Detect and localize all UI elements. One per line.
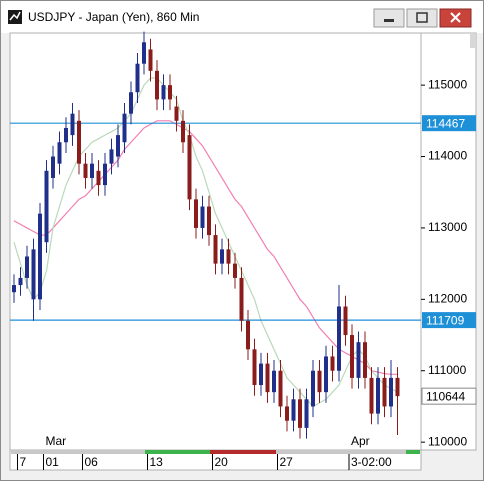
candle-body: [369, 377, 374, 414]
session-bar: [276, 450, 406, 454]
candle-body: [304, 399, 309, 428]
y-tick-label: 111000: [428, 363, 467, 377]
app-icon-glyph: [9, 11, 21, 21]
x-tick-label: 7: [20, 455, 27, 469]
candle-body: [343, 306, 348, 336]
candle-body: [103, 163, 107, 186]
session-bar: [11, 450, 145, 454]
candle-body: [129, 92, 133, 114]
candle-body: [220, 249, 224, 264]
candle-body: [96, 170, 101, 186]
candle-body: [44, 170, 49, 243]
candle-body: [109, 149, 114, 164]
candle-body: [57, 142, 62, 164]
candle-body: [259, 363, 263, 386]
minimize-button[interactable]: [373, 8, 405, 28]
candle-body: [51, 156, 55, 178]
x-tick-label: 27: [280, 455, 294, 469]
x-tick-label: 3-02:00: [351, 455, 392, 469]
candle-body: [278, 370, 283, 407]
candle-body: [31, 249, 36, 300]
candle-body: [142, 42, 146, 64]
last-price-label: 110644: [426, 389, 465, 403]
candle-body: [337, 306, 341, 371]
candle-body: [311, 370, 315, 407]
price-label: 114467: [426, 116, 465, 130]
candle-body: [64, 127, 68, 143]
month-label: Apr: [351, 434, 370, 448]
candle-body: [291, 399, 296, 421]
x-tick-label: 01: [46, 455, 60, 469]
candle-body: [161, 85, 166, 100]
candle-body: [77, 120, 81, 164]
y-tick-label: 113000: [428, 220, 467, 234]
candle-body: [395, 377, 400, 397]
maximize-button[interactable]: [406, 8, 438, 28]
y-tick-label: 112000: [428, 292, 467, 306]
last-price-box: [421, 387, 477, 405]
x-tick-label: 13: [150, 455, 164, 469]
candle-body: [25, 256, 29, 278]
candle-body: [213, 235, 218, 264]
candle-body: [116, 135, 120, 157]
candle-body: [194, 199, 198, 228]
candle-body: [239, 277, 244, 321]
price-label: 111709: [426, 313, 465, 327]
candle-body: [181, 120, 185, 143]
candle-body: [356, 342, 361, 378]
x-tick-label: 06: [85, 455, 99, 469]
price-label-box: [422, 115, 476, 132]
candle-body: [363, 342, 367, 378]
price-label-box: [422, 312, 476, 329]
candle-body: [135, 63, 140, 93]
candle-body: [376, 377, 380, 414]
candle-body: [70, 113, 75, 136]
candle-body: [207, 206, 211, 236]
candle-body: [298, 399, 302, 428]
price-axis: [420, 32, 477, 451]
candle-body: [168, 85, 172, 100]
candle-body: [174, 106, 179, 121]
session-bar: [210, 450, 276, 454]
x-tick-label: 20: [215, 455, 229, 469]
candle-body: [187, 135, 192, 200]
candle-body: [148, 49, 153, 71]
candle-body: [226, 249, 231, 264]
month-label: Mar: [46, 434, 67, 448]
candle-body: [18, 277, 23, 286]
candle-body: [330, 356, 335, 371]
session-bar: [406, 450, 420, 454]
window-title: USDJPY - Japan (Yen), 860 Min: [28, 10, 199, 24]
candle-body: [90, 163, 94, 178]
candle-body: [122, 113, 127, 143]
session-bar: [145, 450, 210, 454]
candle-body: [272, 370, 276, 393]
y-tick-label: 115000: [428, 77, 467, 91]
candle-body: [246, 320, 250, 350]
candle-body: [155, 70, 159, 100]
y-tick-label: 114000: [428, 149, 467, 163]
candle-body: [200, 206, 205, 228]
candle-body: [83, 163, 88, 178]
candle-body: [285, 406, 289, 421]
candle-body: [252, 349, 257, 386]
candle-body: [389, 377, 393, 407]
scroll-up[interactable]: [470, 34, 476, 48]
candle-body: [233, 263, 237, 278]
candle-body: [324, 356, 328, 393]
candle-body: [350, 335, 354, 378]
candle-body: [265, 363, 270, 393]
close-button[interactable]: [439, 8, 472, 28]
candle-body: [317, 370, 322, 393]
moving-average: [13, 120, 398, 375]
y-tick-label: 110000: [428, 434, 467, 448]
candle-body: [38, 213, 42, 300]
candle-body: [382, 377, 387, 407]
candle-body: [12, 285, 16, 293]
